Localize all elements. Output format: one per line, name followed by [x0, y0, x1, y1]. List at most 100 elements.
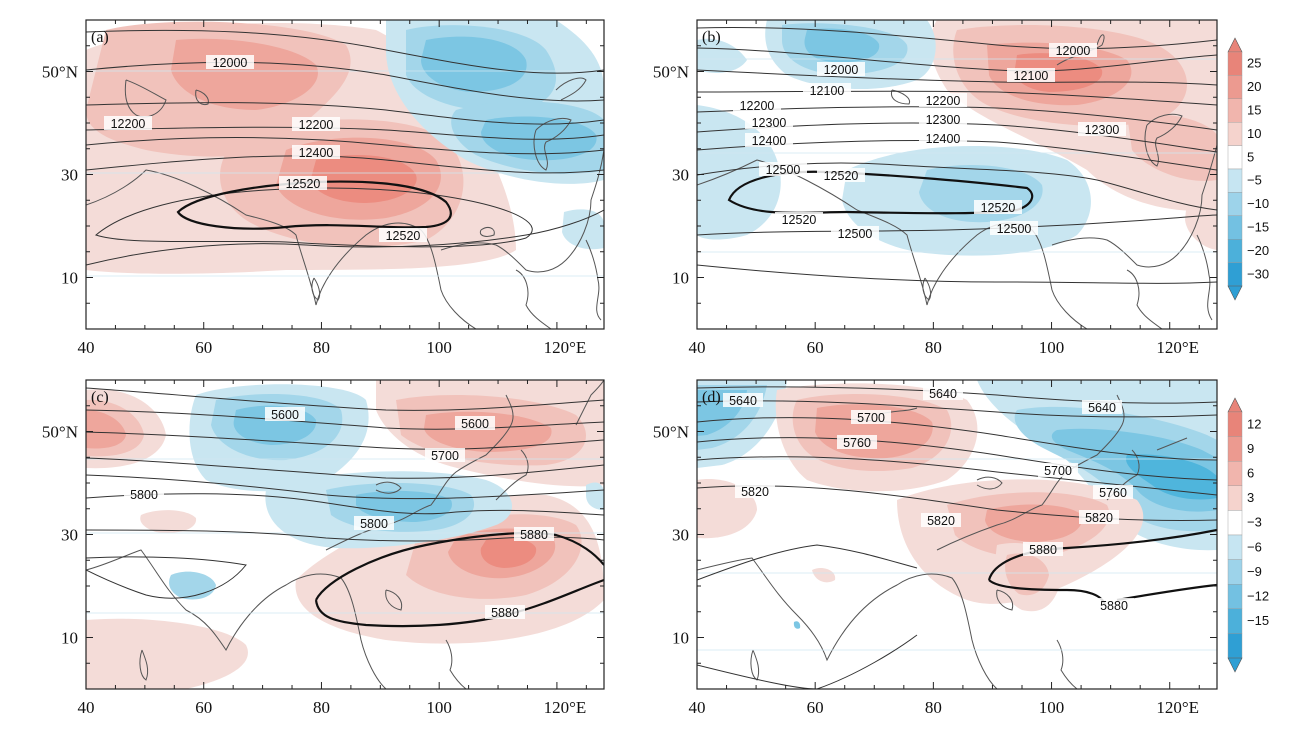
panel-c: 5600 5600 5700 5800 5800 5880 5880 (c) — [85, 379, 605, 690]
colorbar-segment — [1227, 192, 1243, 216]
y-tick-label: 10 — [61, 629, 78, 648]
contour-label: 12000 — [1056, 44, 1091, 58]
y-tick-label: 30 — [672, 526, 689, 545]
anomaly-negative — [697, 38, 747, 73]
x-tick-label: 40 — [689, 338, 706, 357]
x-tick-label: 120°E — [544, 338, 587, 357]
anomaly-positive — [1005, 553, 1049, 596]
contour-label: 5880 — [520, 528, 548, 542]
contour-label: 5800 — [130, 488, 158, 502]
contour-label: 5600 — [271, 408, 299, 422]
panel-a-contours — [86, 29, 604, 266]
x-tick-label: 120°E — [1156, 698, 1199, 717]
contour-label: 12000 — [213, 56, 248, 70]
y-tick-label: 10 — [672, 629, 689, 648]
panel-letter: (b) — [702, 29, 721, 46]
colorbar-label: 20 — [1247, 79, 1261, 94]
anomaly-negative — [562, 209, 604, 250]
panel-b-shading — [697, 20, 1217, 256]
anomaly-negative — [586, 482, 604, 510]
colorbar-label: −12 — [1247, 589, 1269, 604]
panel-d-gridlines — [697, 458, 1217, 651]
anomaly-negative — [481, 116, 597, 161]
colorbar-segment — [1227, 436, 1243, 462]
panel-a-coastlines — [86, 77, 604, 329]
panel-c-coastlines — [86, 380, 604, 689]
contour-label: 5820 — [1085, 511, 1113, 525]
contour-label: 12520 — [782, 213, 817, 227]
colorbar-label: 5 — [1247, 149, 1254, 164]
contour-label: 5800 — [360, 517, 388, 531]
x-tick-label: 60 — [807, 698, 824, 717]
colorbar-segment — [1227, 534, 1243, 560]
panel-letter: (a) — [91, 29, 109, 46]
x-tick-label: 100 — [426, 698, 452, 717]
colorbar-label: −20 — [1247, 243, 1269, 258]
contour-label: 12100 — [810, 84, 845, 98]
anomaly-negative — [793, 621, 801, 629]
panel-letter: (d) — [702, 389, 721, 406]
anomaly-positive — [140, 510, 197, 533]
colorbar-segment — [1227, 510, 1243, 536]
colorbars: 25 20 15 10 5 −5 −10 −15 −20 −30 12 9 6 3 −3 −6 −9 −12 −15 — [1227, 37, 1269, 673]
y-tick-label: 50°N — [653, 423, 689, 442]
y-tick-label: 50°N — [653, 63, 689, 82]
anomaly-positive — [985, 504, 1083, 542]
y-tick-label: 10 — [672, 269, 689, 288]
x-tick-label: 100 — [1039, 698, 1065, 717]
contour-label: 12400 — [299, 146, 334, 160]
contour-label: 12300 — [1085, 123, 1120, 137]
axes: 40 60 80 100 120°E 50°N 30 10 40 60 80 100 120°E 50°N… — [42, 19, 1217, 717]
colorbar-label: −3 — [1247, 515, 1262, 530]
colorbar-label: 6 — [1247, 466, 1254, 481]
colorbar-label: 25 — [1247, 56, 1261, 71]
anomaly-negative — [421, 36, 527, 92]
colorbar-segment — [1227, 215, 1243, 240]
colorbar-label: 10 — [1247, 126, 1261, 141]
x-tick-label: 80 — [313, 698, 330, 717]
contour-label: 5880 — [1100, 599, 1128, 613]
colorbar-segment — [1227, 168, 1243, 193]
colorbar-segment — [1227, 145, 1243, 170]
contour-5880-bold — [314, 531, 604, 628]
colorbar-segment — [1227, 633, 1243, 659]
colorbar-segment — [1227, 75, 1243, 100]
colorbar-segment — [1227, 262, 1243, 287]
anomaly-positive — [480, 537, 537, 568]
contour-label: 12520 — [386, 229, 421, 243]
colorbar-label: −5 — [1247, 173, 1262, 188]
anomaly-positive — [86, 410, 126, 449]
panel-a: 12000 12200 12200 12400 12520 12520 (a) — [85, 19, 605, 330]
colorbar-segment — [1227, 608, 1243, 634]
contour-label: 12000 — [824, 63, 859, 77]
contour-label: 12400 — [752, 134, 787, 148]
anomaly-positive — [311, 155, 417, 203]
colorbar-label: −15 — [1247, 220, 1269, 235]
colorbar-segment — [1227, 461, 1243, 487]
panel-c-contour-labels: 5600 5600 5700 5800 5800 5880 5880 — [124, 407, 554, 620]
panel-b: 12000 12000 12100 12100 12200 12200 1230… — [696, 19, 1218, 330]
contour-label: 5600 — [461, 417, 489, 431]
x-tick-label: 80 — [313, 338, 330, 357]
anomaly-negative — [169, 571, 216, 600]
y-tick-label: 50°N — [42, 423, 78, 442]
x-tick-label: 40 — [78, 698, 95, 717]
anomaly-positive — [1127, 113, 1217, 181]
colorbar-segment — [1227, 121, 1243, 146]
contour-label: 5880 — [491, 606, 519, 620]
anomaly-negative — [1126, 454, 1217, 500]
colorbar-segment — [1227, 98, 1243, 123]
panel-a-shading — [86, 20, 604, 274]
y-tick-label: 50°N — [42, 63, 78, 82]
y-tick-label: 10 — [61, 269, 78, 288]
panel-letter: (c) — [91, 389, 109, 406]
contour-label: 5820 — [927, 514, 955, 528]
contour-label: 5760 — [843, 436, 871, 450]
colorbar-label: 15 — [1247, 103, 1261, 118]
x-tick-label: 80 — [925, 338, 942, 357]
contour-label: 12500 — [997, 222, 1032, 236]
x-tick-label: 80 — [925, 698, 942, 717]
contour-12520-bold — [176, 180, 452, 230]
colorbar-label: −30 — [1247, 266, 1269, 281]
